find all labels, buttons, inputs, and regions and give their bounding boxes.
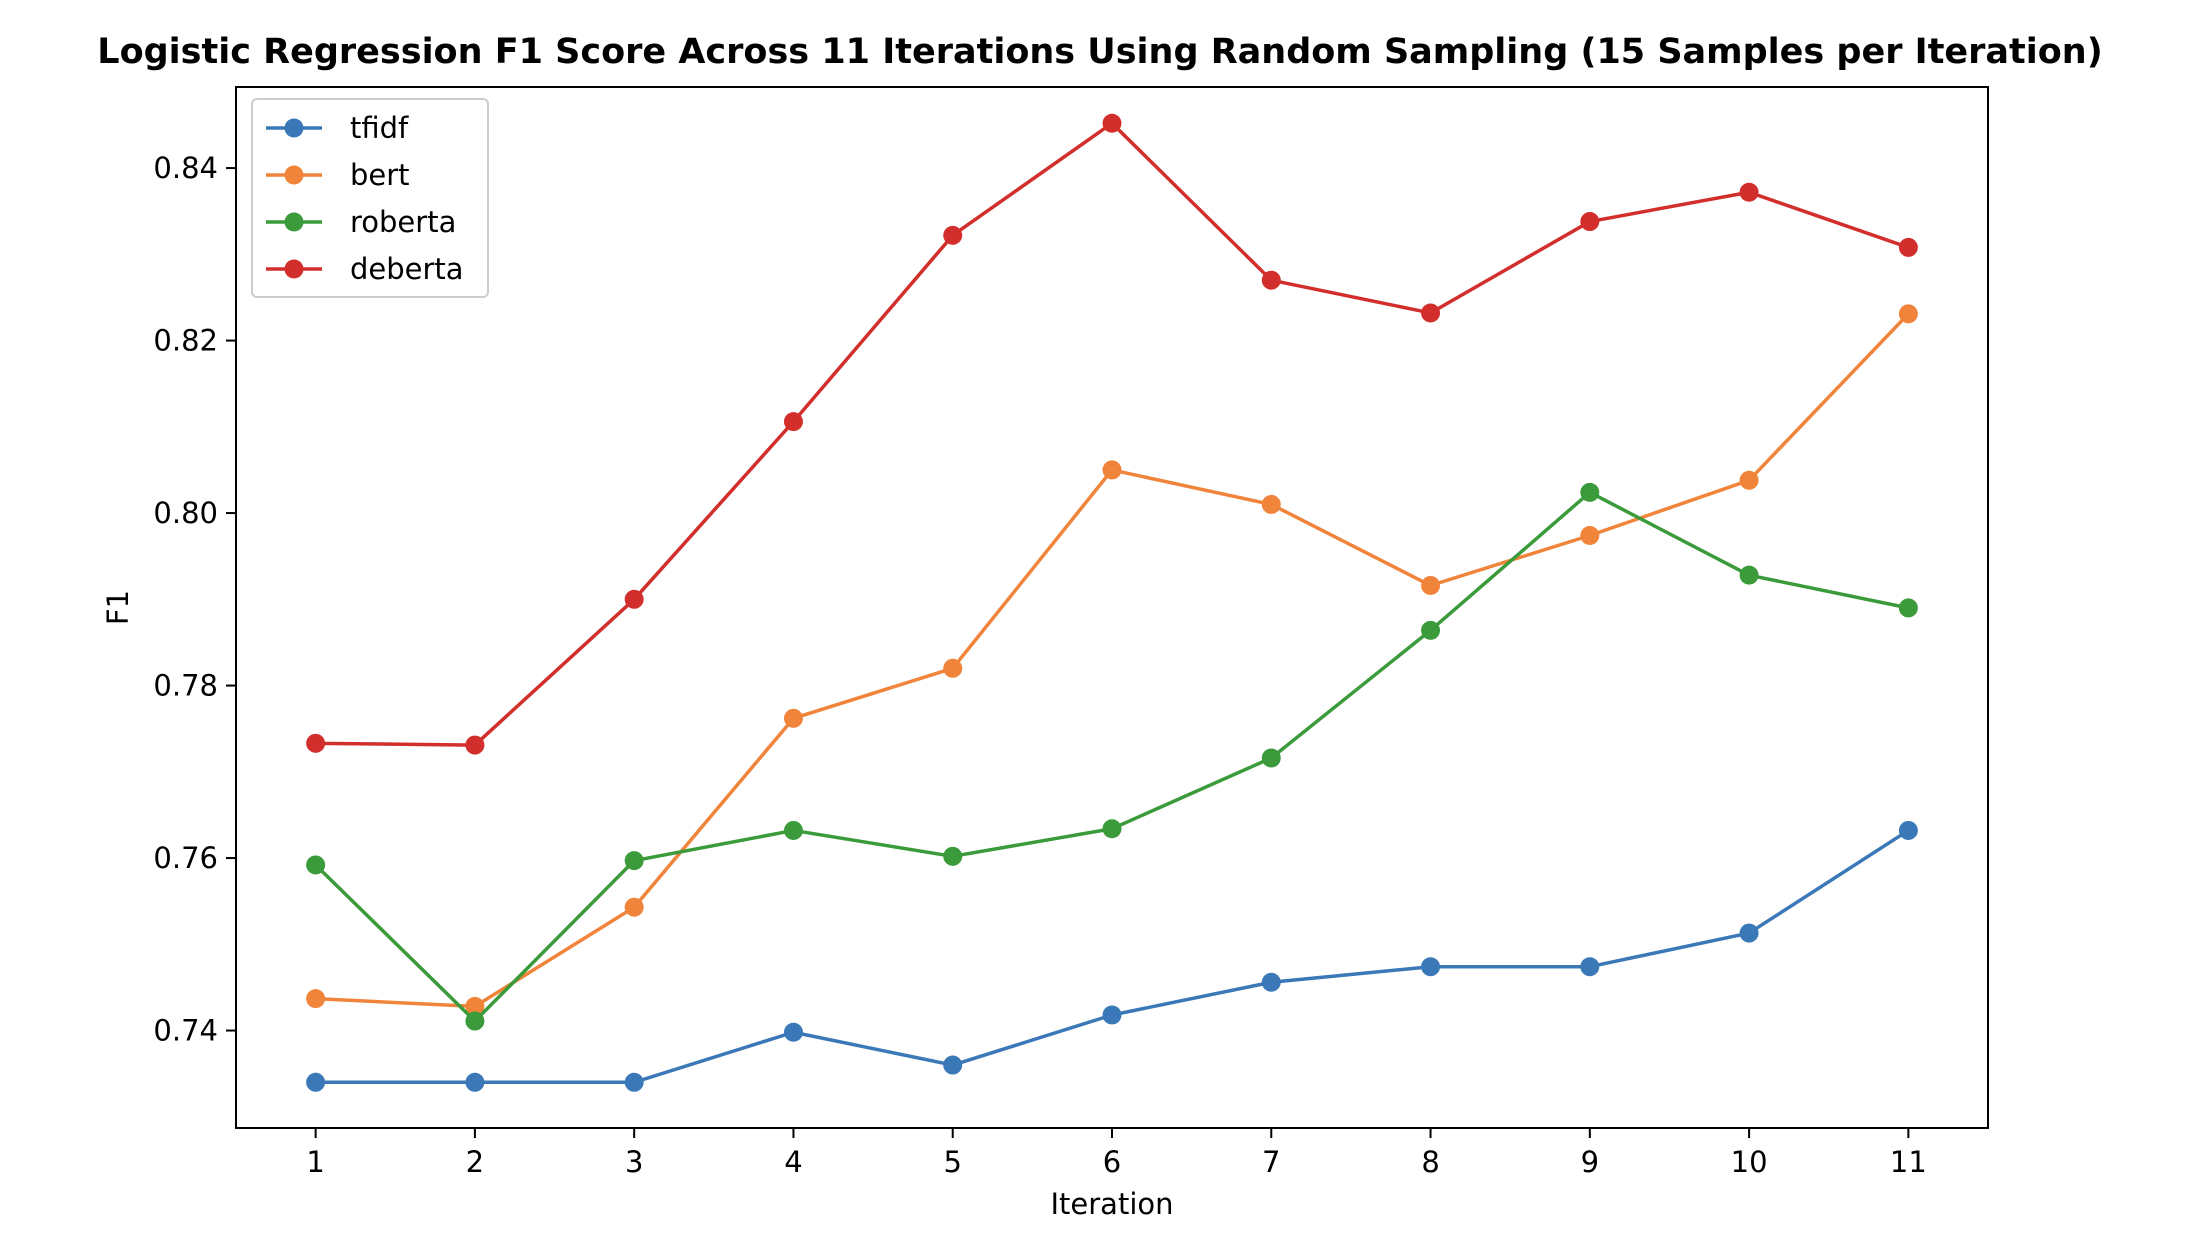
y-tick-label: 0.82	[153, 324, 218, 358]
data-point-roberta	[306, 855, 326, 875]
data-point-tfidf	[1261, 972, 1281, 992]
x-tick-label: 9	[1581, 1145, 1599, 1179]
data-point-bert	[1261, 494, 1281, 514]
y-axis-label: F1	[101, 590, 135, 625]
data-point-deberta	[1898, 237, 1918, 257]
legend-label-deberta: deberta	[350, 252, 464, 286]
data-point-bert	[624, 897, 644, 917]
data-point-tfidf	[465, 1072, 485, 1092]
data-point-deberta	[1421, 303, 1441, 323]
legend-label-bert: bert	[350, 158, 410, 192]
data-point-roberta	[943, 846, 963, 866]
data-point-deberta	[1261, 270, 1281, 290]
data-point-deberta	[1739, 182, 1759, 202]
data-point-bert	[1580, 525, 1600, 545]
data-point-tfidf	[1102, 1005, 1122, 1025]
legend-label-tfidf: tfidf	[350, 111, 409, 145]
data-point-roberta	[1898, 598, 1918, 618]
x-tick-label: 3	[625, 1145, 643, 1179]
data-point-bert	[465, 996, 485, 1016]
data-point-roberta	[783, 820, 803, 840]
data-point-roberta	[1102, 819, 1122, 839]
x-tick-label: 2	[466, 1145, 484, 1179]
data-point-bert	[1898, 304, 1918, 324]
data-point-bert	[1421, 576, 1441, 596]
legend-swatch-marker	[284, 212, 304, 232]
data-point-deberta	[465, 735, 485, 755]
data-point-bert	[1739, 470, 1759, 490]
data-point-tfidf	[943, 1055, 963, 1075]
x-axis-label: Iteration	[1050, 1187, 1173, 1221]
data-point-tfidf	[1898, 820, 1918, 840]
data-point-tfidf	[1580, 957, 1600, 977]
data-point-roberta	[1580, 482, 1600, 502]
legend-swatch-marker	[284, 165, 304, 185]
data-point-tfidf	[1739, 923, 1759, 943]
data-point-tfidf	[1421, 957, 1441, 977]
x-tick-label: 4	[784, 1145, 802, 1179]
x-tick-label: 10	[1731, 1145, 1768, 1179]
data-point-deberta	[624, 589, 644, 609]
series-line-deberta	[315, 121, 1909, 747]
legend-box	[251, 98, 489, 298]
data-point-roberta	[465, 1011, 485, 1031]
legend-label-roberta: roberta	[350, 205, 456, 239]
legend-swatch-marker	[284, 259, 304, 279]
data-point-roberta	[624, 851, 644, 871]
y-tick-label: 0.80	[153, 496, 218, 530]
x-tick-label: 6	[1103, 1145, 1121, 1179]
y-tick-label: 0.76	[153, 841, 218, 875]
x-tick-label: 5	[944, 1145, 962, 1179]
data-point-bert	[783, 708, 803, 728]
plot-area: 1 2 3 4 5 6 7 8 9 10 11 0.74 0.76 0.78 0.80 0.82 0.84	[153, 86, 1989, 1179]
legend-swatch-marker	[284, 118, 304, 138]
data-point-deberta	[306, 733, 326, 753]
legend: tfidf bert roberta deberta	[251, 98, 489, 298]
data-point-deberta	[943, 225, 963, 245]
series-line-roberta	[314, 490, 1909, 1023]
x-tick-label: 7	[1262, 1145, 1280, 1179]
chart-title: Logistic Regression F1 Score Across 11 I…	[97, 32, 2102, 72]
data-point-roberta	[1421, 620, 1441, 640]
data-point-tfidf	[306, 1072, 326, 1092]
data-point-deberta	[1102, 113, 1122, 133]
y-tick-label: 0.74	[153, 1014, 218, 1048]
data-point-bert	[943, 658, 963, 678]
data-point-deberta	[783, 412, 803, 432]
x-tick-label: 11	[1890, 1145, 1927, 1179]
data-point-tfidf	[783, 1022, 803, 1042]
data-point-bert	[1102, 460, 1122, 480]
data-point-tfidf	[624, 1072, 644, 1092]
data-point-deberta	[1580, 212, 1600, 232]
plot-frame	[235, 86, 1989, 1129]
data-point-bert	[306, 989, 326, 1009]
x-tick-label: 8	[1421, 1145, 1439, 1179]
x-tick-label: 1	[306, 1145, 324, 1179]
y-tick-label: 0.84	[153, 151, 218, 185]
data-point-roberta	[1739, 565, 1759, 585]
data-point-roberta	[1261, 748, 1281, 768]
series-line-bert	[315, 312, 1910, 1009]
y-tick-label: 0.78	[153, 669, 218, 703]
